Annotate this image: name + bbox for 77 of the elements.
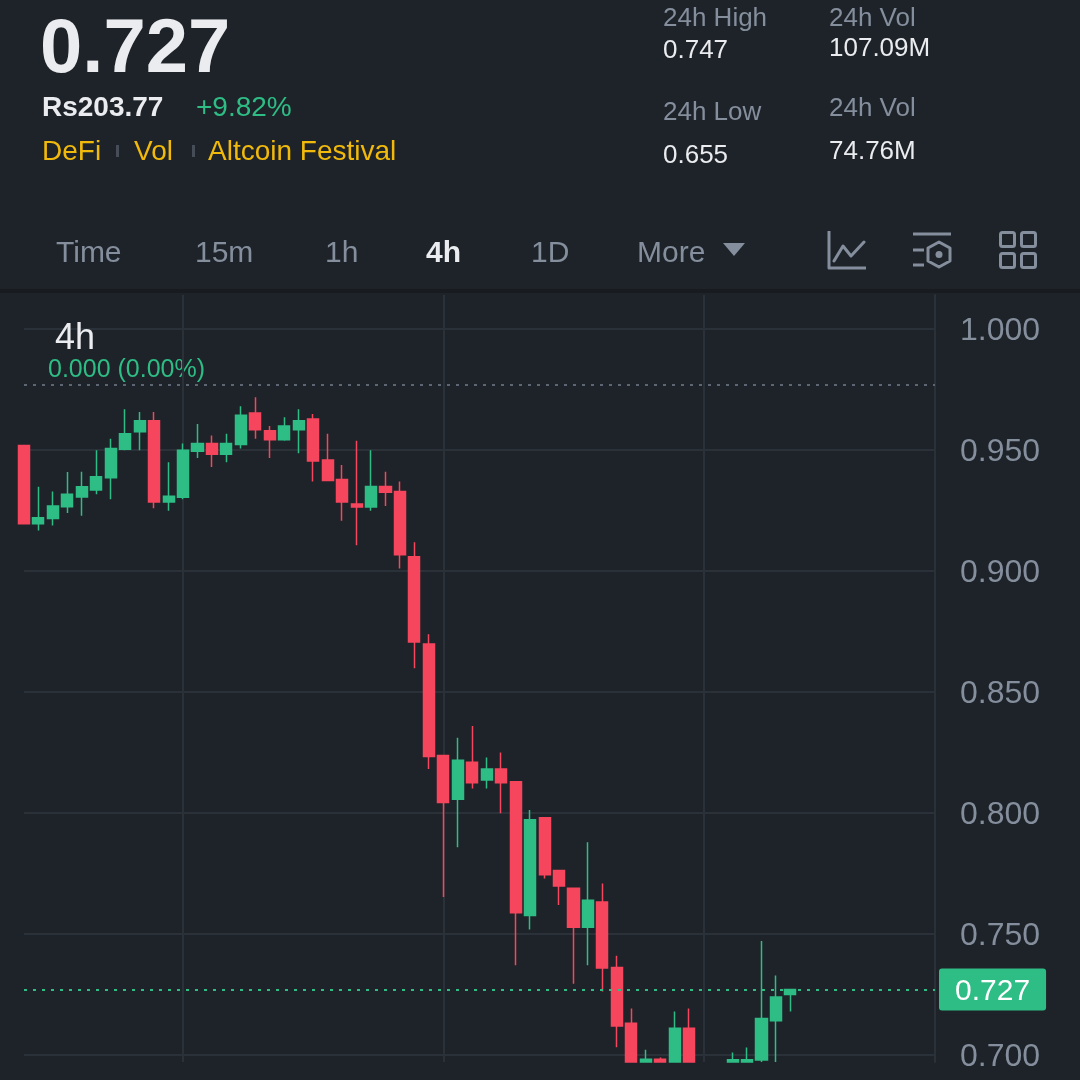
candlestick	[552, 869, 566, 906]
text: Rs203.77	[42, 90, 164, 125]
candlestick	[378, 471, 393, 507]
text: +9.82%	[196, 90, 292, 125]
text: 0.727	[40, 2, 231, 91]
candlestick	[133, 411, 147, 452]
candlestick	[263, 425, 277, 459]
text: 0.747	[663, 34, 729, 66]
text: 15m	[195, 234, 254, 270]
candlestick	[364, 449, 378, 512]
text: 1D	[531, 234, 570, 270]
text: 107.09M	[829, 32, 931, 64]
text: 0.655	[663, 139, 729, 171]
candlestick	[205, 434, 219, 468]
candlestick	[335, 464, 349, 522]
text: 24h High	[663, 2, 768, 34]
candlestick	[422, 633, 436, 770]
candlestick	[292, 408, 306, 454]
candlestick	[190, 423, 205, 459]
y-tick-label: 0.950	[960, 431, 1041, 468]
candlestick	[162, 461, 176, 512]
y-tick-label: 1.000	[960, 310, 1041, 347]
text: DeFi	[42, 134, 102, 169]
candlestick	[523, 809, 537, 931]
candlestick	[653, 1056, 667, 1063]
candlestick	[321, 432, 335, 482]
text: Altcoin Festival	[208, 134, 397, 169]
candlestick	[89, 449, 103, 496]
text: Vol	[134, 134, 173, 169]
text: More	[637, 234, 706, 270]
y-tick-label: 0.850	[960, 673, 1041, 710]
candlestick	[581, 841, 595, 966]
candlestick	[639, 1048, 653, 1063]
text: 24h Vol	[829, 2, 916, 34]
text: 24h Vol	[829, 92, 916, 124]
candlestick	[31, 485, 45, 532]
candlestick	[436, 754, 450, 898]
candlestick	[46, 490, 60, 527]
candlestick	[480, 756, 494, 790]
candlestick	[726, 1051, 740, 1063]
candlestick	[248, 396, 262, 440]
candlestick	[60, 471, 74, 514]
candlestick	[350, 439, 364, 546]
candlestick	[451, 737, 465, 848]
candlestick	[566, 887, 581, 985]
candlestick	[104, 437, 118, 500]
text: Time	[56, 234, 122, 270]
y-tick-label: 0.800	[960, 794, 1041, 831]
candlestick	[393, 480, 407, 570]
candlestick	[407, 541, 421, 670]
text: 74.76M	[829, 135, 916, 167]
text: 24h Low	[663, 96, 762, 128]
candlestick	[740, 1046, 754, 1063]
candlestick	[509, 781, 523, 966]
ref-line-label: 0.727	[955, 972, 1031, 1006]
candlestick	[668, 1010, 682, 1063]
candlestick	[465, 725, 479, 790]
candlestick	[118, 408, 132, 452]
candlestick	[624, 1007, 638, 1063]
candlestick	[538, 817, 552, 880]
candlestick	[277, 416, 291, 442]
candlestick	[595, 882, 609, 993]
text: 4h	[426, 234, 462, 270]
candlestick	[147, 411, 161, 509]
candlestick	[610, 955, 624, 1048]
candlestick	[17, 444, 31, 525]
candlestick	[494, 751, 508, 815]
y-tick-label: 0.750	[960, 915, 1041, 952]
candlestick	[75, 471, 89, 517]
text: 1h	[325, 234, 359, 270]
candlestick	[234, 405, 248, 450]
candlestick	[176, 442, 190, 500]
y-tick-label: 0.700	[960, 1036, 1041, 1073]
y-tick-label: 0.900	[960, 552, 1041, 589]
candlestick	[682, 1007, 696, 1063]
candlestick	[219, 432, 233, 463]
candlestick	[306, 413, 320, 483]
